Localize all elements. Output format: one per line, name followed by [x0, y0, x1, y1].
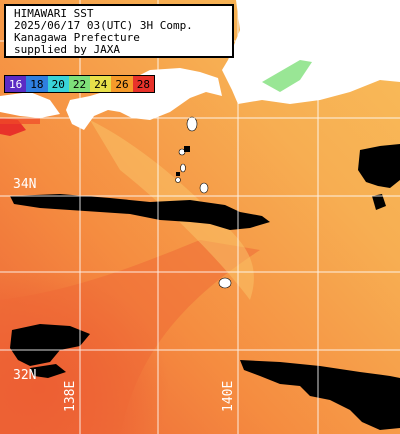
lon-label-138e: 138E — [63, 380, 78, 412]
cloud-band-south — [240, 360, 400, 430]
legend-swatch-26: 26 — [111, 76, 133, 92]
legend-swatch-20: 20 — [47, 76, 69, 92]
region-name: Kanagawa Prefecture — [14, 31, 140, 44]
land-izu — [66, 68, 222, 130]
lat-label-32n: 32N — [13, 368, 37, 383]
island-oshima — [186, 116, 198, 132]
island-hachijo — [218, 277, 232, 289]
cloud-patch-southwest — [30, 364, 66, 378]
cloud-patch-east — [358, 144, 400, 188]
legend-swatch-28: 28 — [132, 76, 154, 92]
data-credit: supplied by JAXA — [14, 43, 120, 56]
cloud-speck-2 — [176, 172, 180, 176]
timestamp: 2025/06/17 03(UTC) 3H Comp. — [14, 19, 193, 32]
lon-label-140e: 140E — [221, 380, 236, 412]
island-kozu — [175, 177, 181, 183]
cloud-speck-1 — [184, 146, 190, 152]
island-miyake — [199, 182, 209, 194]
temperature-legend: 16 18 20 22 24 26 28 — [4, 75, 155, 93]
legend-swatch-18: 18 — [26, 76, 48, 92]
land-shore-warm — [0, 118, 40, 124]
cloud-patch-west — [10, 324, 90, 366]
cloud-patch-east-small — [372, 194, 386, 210]
legend-swatch-24: 24 — [90, 76, 112, 92]
info-box: HIMAWARI SST 2025/06/17 03(UTC) 3H Comp.… — [4, 4, 234, 58]
cloud-band-north — [10, 194, 270, 230]
product-title: HIMAWARI SST — [14, 7, 94, 20]
lat-label-34n: 34N — [13, 177, 37, 192]
kuroshio-band — [0, 240, 260, 434]
legend-swatch-16: 16 — [5, 76, 27, 92]
island-niijima — [180, 163, 186, 173]
legend-swatch-22: 22 — [68, 76, 91, 92]
land-west — [0, 92, 60, 118]
sagami-bay-cool — [262, 60, 312, 92]
